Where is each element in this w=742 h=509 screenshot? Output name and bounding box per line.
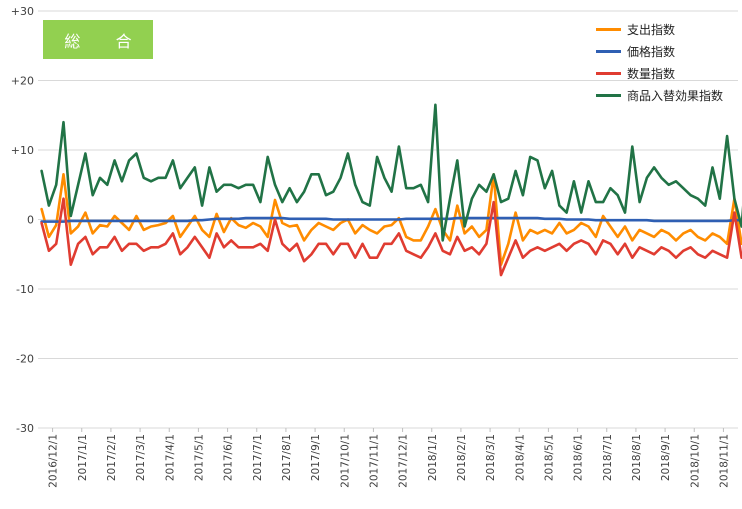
chart-legend: 支出指数 価格指数 数量指数 商品入替効果指数 [596,18,723,106]
y-tick-label: +10 [11,144,34,157]
legend-item-replacement: 商品入替効果指数 [596,84,723,106]
x-tick-label: 2017/8/1 [281,434,293,481]
legend-label-spending: 支出指数 [627,22,676,37]
y-tick-label: -20 [16,353,34,366]
x-tick-label: 2018/6/1 [573,434,585,481]
legend-label-quantity: 数量指数 [627,66,676,81]
x-tick-label: 2017/10/1 [339,434,351,488]
legend-swatch-spending [596,27,621,31]
category-label: 総 合 [64,31,142,51]
x-tick-label: 2018/3/1 [485,434,497,481]
x-tick-label: 2018/4/1 [514,434,526,481]
y-tick-label: -10 [16,283,34,296]
x-tick-label: 2018/11/1 [718,434,730,488]
x-tick-label: 2017/2/1 [106,434,118,481]
x-tick-label: 2017/6/1 [223,434,235,481]
legend-item-quantity: 数量指数 [596,62,723,84]
legend-label-price: 価格指数 [627,44,676,59]
legend-swatch-quantity [596,71,621,75]
x-tick-label: 2017/12/1 [398,434,410,488]
x-tick-label: 2018/1/1 [427,434,439,481]
x-tick-label: 2018/2/1 [456,434,468,481]
x-tick-label: 2017/3/1 [135,434,147,481]
series-quantity-line [40,197,742,277]
x-tick-label: 2018/9/1 [660,434,672,481]
series-spending-line [40,173,742,267]
x-tick-label: 2017/5/1 [193,434,205,481]
category-badge: 総 合 [43,20,153,59]
x-tick-label: 2018/7/1 [602,434,614,481]
x-tick-label: 2017/7/1 [252,434,264,481]
y-tick-label: 0 [27,214,34,227]
x-tick-label: 2016/12/1 [48,434,60,488]
y-tick-label: +20 [11,75,34,88]
x-tick-label: 2017/9/1 [310,434,322,481]
x-tick-label: 2017/11/1 [368,434,380,488]
x-tick-label: 2018/5/1 [543,434,555,481]
x-tick-label: 2017/1/1 [77,434,89,481]
x-tick-label: 2017/4/1 [164,434,176,481]
legend-item-spending: 支出指数 [596,18,723,40]
legend-item-price: 価格指数 [596,40,723,62]
series-price-line [40,216,742,223]
x-tick-label: 2018/8/1 [631,434,643,481]
legend-swatch-replacement [596,93,621,97]
legend-swatch-price [596,49,621,53]
legend-label-replacement: 商品入替効果指数 [627,88,724,103]
y-tick-label: -30 [16,422,34,435]
y-tick-label: +30 [11,5,34,18]
x-tick-label: 2018/10/1 [689,434,701,488]
series-replacement-line [40,103,742,242]
